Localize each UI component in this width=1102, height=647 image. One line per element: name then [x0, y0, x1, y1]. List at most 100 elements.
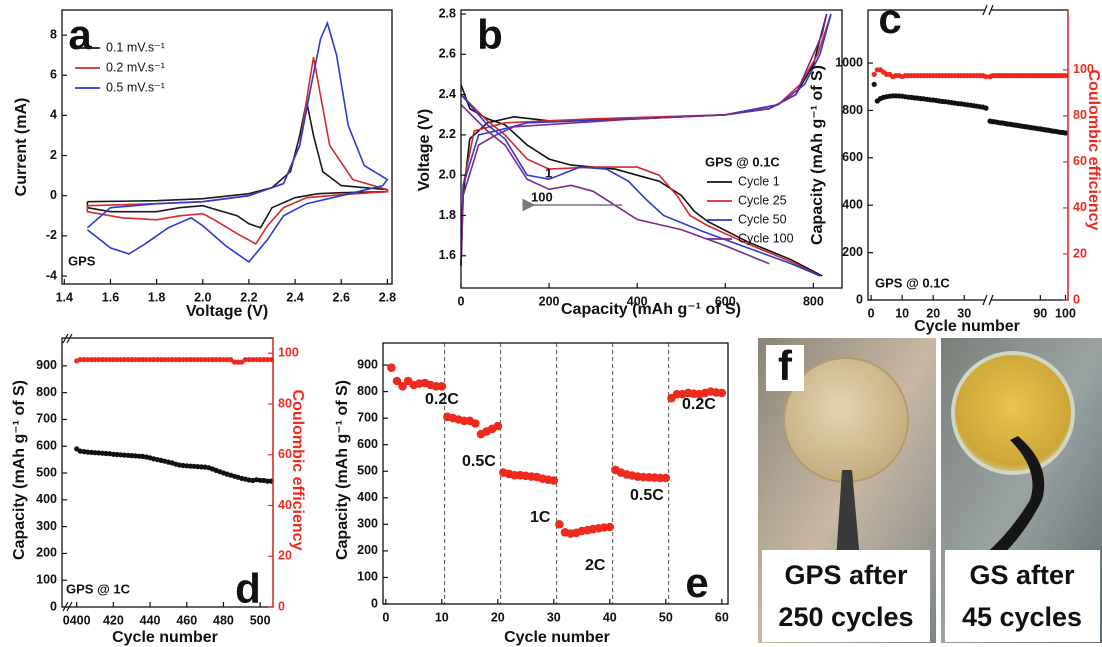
point: [264, 478, 271, 484]
x-tick-label: 2.4: [286, 290, 303, 304]
point: [165, 357, 171, 363]
legend-label: 0.2 mV.s⁻¹: [106, 60, 165, 74]
y-tick-label: 700: [36, 412, 57, 426]
annotation: GPS @ 1C: [66, 581, 131, 596]
x-tick-label: 30: [547, 610, 561, 624]
y-tick-label: 8: [50, 27, 57, 41]
x-tick-label: 0400: [63, 613, 91, 627]
y2-tick-label: 60: [1073, 154, 1087, 168]
x-tick-label: 1.8: [148, 290, 165, 304]
point: [151, 357, 157, 363]
x-tick-label: 10: [895, 306, 909, 320]
x-tick-label: 90: [1033, 306, 1047, 320]
caption-box: [762, 550, 930, 642]
y2-tick-label: 100: [278, 346, 299, 360]
y-tick-label: 900: [357, 357, 378, 371]
point: [103, 450, 109, 457]
legend-label: Cycle 25: [738, 193, 787, 207]
point: [871, 81, 877, 87]
caption: 250 cycles: [778, 602, 913, 632]
point: [184, 357, 190, 363]
point: [121, 452, 127, 458]
point: [173, 357, 179, 363]
y2-tick-label: 100: [1073, 62, 1094, 76]
y-tick-label: 1.8: [439, 208, 456, 222]
y-tick-label: 700: [357, 410, 378, 424]
electrode-disc: [951, 351, 1075, 475]
axis-break: [988, 294, 994, 306]
x-tick-label: 2.0: [194, 290, 211, 304]
point: [132, 453, 138, 459]
caption-box: [945, 550, 1100, 642]
y-tick-label: 1000: [835, 55, 863, 69]
point: [180, 462, 186, 469]
y-tick-label: 2.2: [439, 127, 456, 141]
point: [169, 357, 175, 363]
point: [224, 357, 230, 363]
plot-frame: [460, 9, 843, 289]
point: [195, 357, 201, 363]
axis-break-gap: [985, 8, 991, 12]
point: [154, 357, 160, 363]
y-tick-label: 0: [50, 599, 57, 613]
annotation: 0.5C: [630, 487, 664, 504]
point: [471, 419, 480, 428]
point: [253, 357, 260, 363]
point: [437, 382, 447, 391]
y-tick-label: 1.6: [439, 248, 456, 262]
plot-frame: [382, 342, 729, 605]
plot-frame: [867, 9, 1069, 301]
point: [136, 357, 142, 363]
x-tick-label: 30: [957, 306, 971, 320]
point: [983, 74, 989, 80]
point: [96, 450, 102, 456]
point: [85, 357, 91, 363]
point: [110, 357, 116, 363]
y-tick-label: 600: [357, 437, 378, 451]
y2-tick-label: 80: [278, 396, 292, 410]
x-axis-title: Cycle number: [504, 629, 610, 646]
x-tick-label: 0: [868, 306, 875, 320]
caption: GS after: [969, 560, 1075, 590]
annotation: 1C: [530, 509, 551, 526]
point: [661, 473, 671, 483]
y2-axis-title: Coulombic efficiency: [1085, 70, 1102, 231]
photo-panel: f GPS after 250 cycles GS after 45 cycle…: [758, 338, 1102, 643]
legend-label: Cycle 1: [738, 174, 780, 188]
x-axis-title: Voltage (V): [186, 303, 268, 320]
y2-tick-label: 20: [278, 549, 292, 563]
plot-frame: [61, 9, 393, 285]
axis-break: [988, 4, 994, 16]
y-tick-label: 600: [36, 439, 57, 453]
point: [198, 357, 204, 363]
point: [209, 357, 216, 363]
y2-tick-label: 40: [278, 498, 292, 512]
legend-label: Cycle 100: [738, 231, 794, 245]
x-tick-label: 420: [103, 613, 124, 627]
annotation: 0.5C: [462, 453, 496, 470]
point: [158, 357, 164, 363]
y2-tick-label: 0: [1073, 292, 1080, 306]
annotation: 2C: [585, 557, 606, 574]
y-tick-label: -2: [46, 228, 57, 242]
point: [717, 388, 727, 398]
y-tick-label: 2.8: [439, 6, 456, 20]
x-tick-label: 460: [176, 613, 197, 627]
axis-break-gap: [985, 298, 991, 302]
point: [213, 357, 219, 363]
point: [191, 357, 197, 363]
axis-break: [982, 294, 988, 306]
point: [114, 357, 120, 363]
y-tick-label: 100: [357, 570, 378, 584]
point: [242, 357, 249, 363]
y-tick-label: 0: [856, 292, 863, 306]
point: [92, 357, 98, 363]
point: [85, 449, 91, 455]
legend-label: Cycle 50: [738, 212, 787, 226]
series-line: [86, 20, 389, 263]
point: [81, 357, 87, 363]
y-tick-label: -4: [46, 268, 57, 282]
x-tick-label: 1.6: [102, 290, 119, 304]
point: [250, 357, 256, 363]
